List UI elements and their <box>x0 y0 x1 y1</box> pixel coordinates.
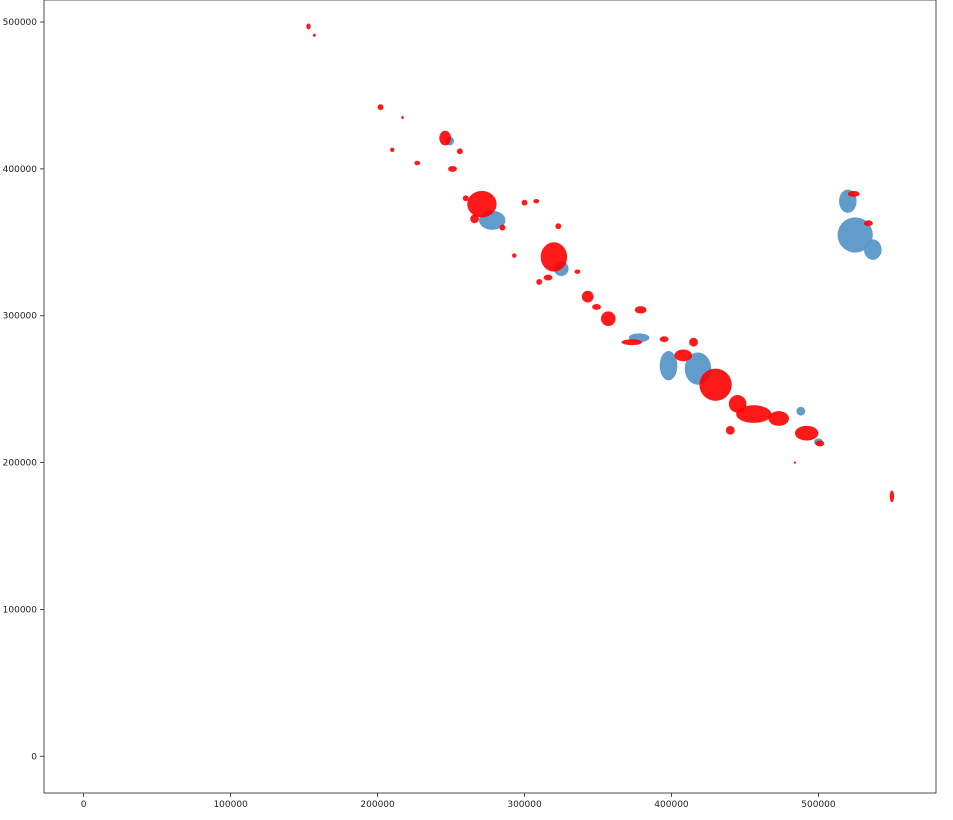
x-tick-label: 500000 <box>801 800 836 810</box>
map-patch <box>467 190 497 218</box>
map-patch <box>439 130 452 146</box>
map-patch <box>414 160 421 166</box>
map-patch <box>736 405 772 423</box>
map-patch <box>659 336 669 343</box>
map-patch <box>889 490 895 503</box>
map-patch <box>659 350 678 381</box>
y-axis: 0 100000 200000 300000 400000 500000 <box>3 18 44 762</box>
map-patch <box>543 274 553 281</box>
map-patch <box>689 337 698 347</box>
map-patch <box>863 239 882 260</box>
x-tick-label: 300000 <box>507 800 542 810</box>
map-patch <box>794 425 819 441</box>
map-patch <box>674 349 693 362</box>
map-patch <box>863 220 873 227</box>
map-patch <box>540 242 568 272</box>
map-patch <box>306 23 311 30</box>
y-tick-label: 100000 <box>3 605 38 615</box>
map-patch <box>634 306 647 314</box>
map-patch <box>581 290 594 303</box>
map-patch <box>536 279 543 285</box>
map-patch <box>377 104 384 111</box>
map-patch <box>600 311 616 327</box>
y-tick-label: 0 <box>31 752 37 762</box>
map-patch <box>793 461 797 464</box>
map-patch <box>390 147 395 152</box>
x-tick-label: 400000 <box>654 800 689 810</box>
x-tick-label: 100000 <box>213 800 248 810</box>
map-patch <box>796 406 806 416</box>
plot-frame <box>43 0 937 794</box>
y-tick-label: 200000 <box>3 459 38 469</box>
map-patch <box>592 303 601 310</box>
map-patch <box>847 190 860 197</box>
map-patch <box>699 368 732 401</box>
map-patch <box>533 198 540 204</box>
map-patch <box>312 33 316 37</box>
y-tick-label: 400000 <box>3 165 38 175</box>
map-patch <box>401 115 404 120</box>
map-patch <box>521 199 528 206</box>
x-tick-label: 200000 <box>360 800 395 810</box>
map-patch <box>512 253 517 258</box>
map-patch <box>462 195 469 202</box>
map-patch <box>574 269 581 274</box>
map-patch <box>499 224 506 231</box>
x-tick-label: 0 <box>81 800 87 810</box>
map-patch <box>456 148 463 155</box>
map-patch <box>621 339 643 346</box>
map-patch <box>448 165 457 172</box>
map-patch <box>837 217 873 253</box>
y-tick-label: 300000 <box>3 312 38 322</box>
map-patch <box>768 411 790 426</box>
map-patch <box>470 214 479 224</box>
y-tick-label: 500000 <box>3 18 38 28</box>
map-patch <box>555 223 562 230</box>
map-patch <box>815 440 825 447</box>
map-patch <box>725 425 735 435</box>
patches-layer <box>306 23 895 503</box>
x-axis: 0 100000 200000 300000 400000 500000 <box>81 793 836 810</box>
